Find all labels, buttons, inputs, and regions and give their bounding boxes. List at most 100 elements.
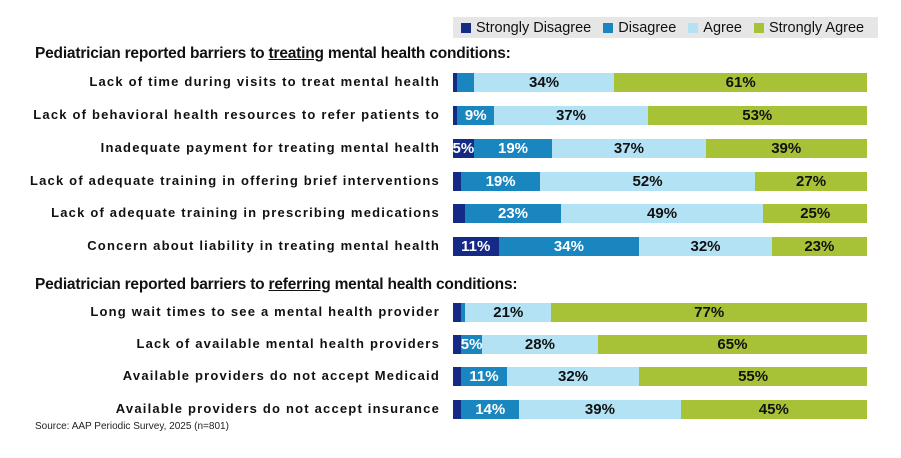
stacked-bar-lack-of-adequate-training-in-prescribing-medications: 23% 49% 25% — [453, 204, 867, 223]
category-label: Available providers do not accept insura… — [115, 401, 440, 416]
bar-segment-disagree — [457, 73, 474, 92]
chart-legend: Strongly Disagree Disagree Agree Strongly A… — [453, 17, 878, 38]
stacked-bar-lack-of-adequate-training-in-offering-brief-interventions: 19% 52% 27% — [453, 172, 867, 191]
data-label: 21% — [493, 304, 524, 321]
legend-label: Strongly Agree — [768, 19, 865, 36]
bar-segment-strongly-disagree: 11% — [453, 237, 499, 256]
bar-segment-strongly-disagree — [453, 172, 462, 191]
bar-segment-strongly-agree: 53% — [647, 106, 867, 125]
category-label: Inadequate payment for treating mental h… — [100, 140, 440, 155]
bar-segment-strongly-agree: 25% — [763, 204, 867, 223]
data-label: 11% — [461, 238, 491, 255]
data-label: 55% — [738, 368, 769, 385]
bar-segment-strongly-agree: 61% — [614, 73, 867, 92]
stacked-bar-available-providers-do-not-accept-medicaid: 11% 32% 55% — [453, 367, 867, 386]
data-label: 34% — [553, 238, 584, 255]
bar-segment-agree: 37% — [494, 106, 648, 125]
source-note: Source: AAP Periodic Survey, 2025 (n=801… — [35, 421, 229, 432]
category-label: Lack of behavioral health resources to r… — [33, 107, 440, 122]
legend-swatch-strongly-agree — [753, 22, 764, 33]
bar-segment-disagree: 14% — [461, 400, 520, 419]
bar-segment-strongly-disagree — [453, 73, 458, 92]
bar-segment-agree: 39% — [519, 400, 681, 419]
section-title-treating: Pediatrician reported barriers to treati… — [35, 45, 511, 62]
bar-segment-strongly-agree: 45% — [680, 400, 867, 419]
legend-item-strongly-agree: Strongly Agree — [753, 19, 865, 36]
category-label: Concern about liability in treating ment… — [87, 238, 440, 253]
bar-segment-strongly-agree: 55% — [639, 367, 867, 386]
category-label: Lack of adequate training in prescribing… — [51, 205, 440, 220]
bar-segment-strongly-disagree — [453, 400, 462, 419]
data-label: 23% — [498, 205, 529, 222]
bar-segment-disagree: 19% — [461, 172, 540, 191]
data-label: 52% — [632, 173, 663, 190]
legend-label: Disagree — [618, 19, 677, 36]
bar-segment-agree: 32% — [506, 367, 640, 386]
stacked-bar-concern-about-liability-in-treating-mental-health: 11% 34% 32% 23% — [453, 237, 867, 256]
bar-segment-disagree: 23% — [465, 204, 561, 223]
bar-segment-agree: 49% — [560, 204, 764, 223]
bar-segment-strongly-disagree — [453, 106, 458, 125]
legend-swatch-disagree — [603, 22, 614, 33]
bar-segment-strongly-agree: 27% — [755, 172, 867, 191]
data-label: 53% — [742, 107, 773, 124]
legend-item-agree: Agree — [688, 20, 742, 36]
data-label: 32% — [690, 238, 721, 255]
bar-segment-agree: 28% — [481, 335, 598, 354]
category-label: Available providers do not accept Medica… — [122, 368, 440, 383]
stacked-bar-inadequate-payment-for-treating-mental-health: 5% 19% 37% 39% — [453, 139, 867, 158]
bar-segment-disagree — [461, 303, 466, 322]
bar-segment-strongly-disagree — [453, 204, 466, 223]
data-label: 5% — [452, 140, 475, 157]
data-label: 39% — [771, 140, 802, 157]
data-label: 9% — [464, 107, 487, 124]
data-label: 39% — [584, 401, 615, 418]
data-label: 32% — [558, 368, 589, 385]
bar-segment-strongly-agree: 77% — [551, 303, 867, 322]
legend-swatch-agree — [688, 22, 699, 33]
data-label: 19% — [485, 173, 516, 190]
bar-segment-disagree: 19% — [473, 139, 553, 158]
category-label: Lack of available mental health provider… — [136, 336, 440, 351]
bar-segment-strongly-disagree — [453, 303, 462, 322]
bar-segment-agree: 37% — [552, 139, 706, 158]
stacked-bar-long-wait-times-to-see-a-mental-health-provider: 21% 77% — [453, 303, 867, 322]
category-label: Lack of adequate training in offering br… — [29, 173, 440, 188]
data-label: 27% — [796, 173, 827, 190]
bar-segment-strongly-disagree: 5% — [453, 139, 474, 158]
bar-segment-strongly-disagree — [453, 367, 462, 386]
category-label: Lack of time during visits to treat ment… — [89, 74, 440, 89]
data-label: 5% — [460, 336, 483, 353]
bar-segment-agree: 21% — [465, 303, 552, 322]
data-label: 77% — [694, 304, 725, 321]
bar-segment-disagree: 34% — [498, 237, 640, 256]
data-label: 65% — [717, 336, 748, 353]
section-title-referring: Pediatrician reported barriers to referr… — [35, 276, 518, 293]
bar-segment-strongly-agree: 23% — [771, 237, 867, 256]
legend-swatch-strongly-disagree — [461, 22, 471, 33]
bar-segment-strongly-agree: 39% — [705, 139, 867, 158]
bar-segment-strongly-agree: 65% — [597, 335, 867, 354]
bar-segment-disagree: 5% — [461, 335, 482, 354]
legend-item-disagree: Disagree — [603, 20, 676, 36]
stacked-bar-lack-of-available-mental-health-providers: 5% 28% 65% — [453, 335, 867, 354]
category-label: Long wait times to see a mental health p… — [90, 304, 440, 319]
data-label: 49% — [647, 205, 678, 222]
data-label: 61% — [725, 74, 756, 91]
data-label: 25% — [800, 205, 831, 222]
data-label: 37% — [555, 107, 586, 124]
stacked-bar-available-providers-do-not-accept-insurance: 14% 39% 45% — [453, 400, 867, 419]
data-label: 34% — [529, 74, 560, 91]
data-label: 14% — [475, 401, 506, 418]
bar-segment-agree: 52% — [539, 172, 756, 191]
data-label: 28% — [524, 336, 555, 353]
data-label: 37% — [613, 140, 644, 157]
data-label: 19% — [498, 140, 529, 157]
bar-segment-disagree: 9% — [457, 106, 495, 125]
bar-segment-strongly-disagree — [453, 335, 462, 354]
data-label: 45% — [758, 401, 789, 418]
data-label: 23% — [804, 238, 835, 255]
legend-label: Agree — [703, 19, 742, 36]
data-label: 11% — [469, 368, 499, 385]
stacked-bar-lack-of-behavioral-health-resources-to-refer-patients-to: 9% 37% 53% — [453, 106, 867, 125]
